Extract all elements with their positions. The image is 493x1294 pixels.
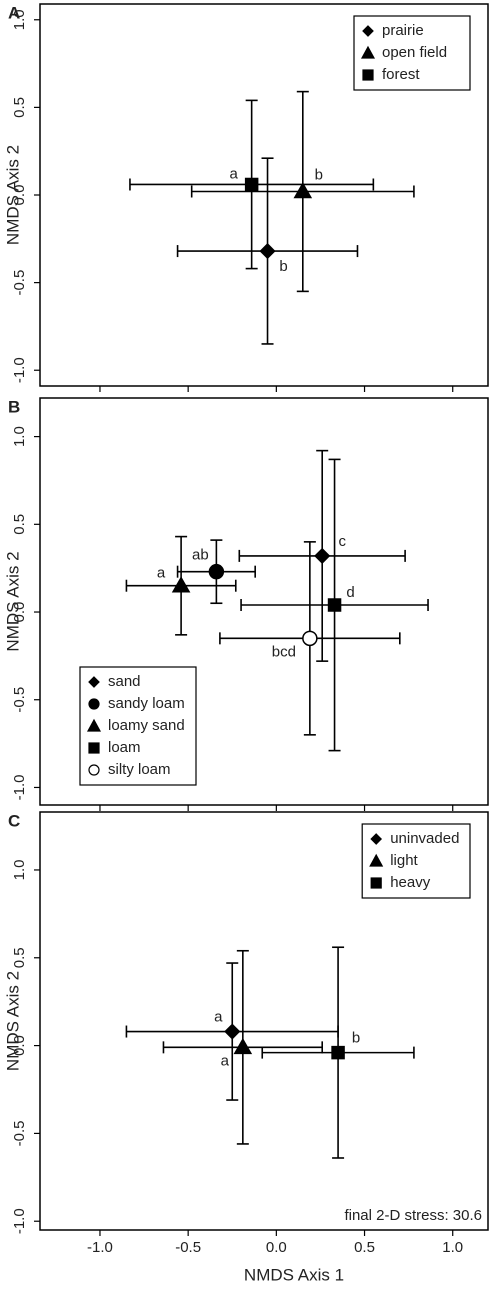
y-axis-label: NMDS Axis 2 xyxy=(3,551,22,651)
legend-label: sand xyxy=(108,673,141,690)
y-axis-label: NMDS Axis 2 xyxy=(3,145,22,245)
y-tick-label: 1.0 xyxy=(11,9,28,30)
legend-symbol xyxy=(360,45,376,59)
legend-label: light xyxy=(390,852,418,869)
point xyxy=(224,1023,241,1040)
x-axis-label: NMDS Axis 1 xyxy=(244,1265,344,1284)
legend-symbol xyxy=(88,676,100,688)
point-label: b xyxy=(315,166,323,183)
point-label: b xyxy=(352,1030,360,1047)
point xyxy=(259,243,276,260)
legend-symbol xyxy=(86,718,102,732)
y-tick-label: -0.5 xyxy=(11,687,28,713)
legend-label: prairie xyxy=(382,22,424,39)
y-tick-label: 1.0 xyxy=(11,860,28,881)
point-label: a xyxy=(221,1052,230,1069)
point-label: c xyxy=(338,533,346,550)
legend-label: loamy sand xyxy=(108,717,185,734)
legend-label: heavy xyxy=(390,874,431,891)
point-label: a xyxy=(157,565,166,582)
x-tick-label: 0.0 xyxy=(266,1239,287,1256)
legend-label: loam xyxy=(108,739,141,756)
legend-symbol xyxy=(369,853,384,867)
point xyxy=(314,547,331,564)
y-tick-label: -1.0 xyxy=(11,357,28,383)
point xyxy=(327,598,342,612)
y-axis-label: NMDS Axis 2 xyxy=(3,971,22,1071)
y-tick-label: 1.0 xyxy=(11,426,28,447)
y-tick-label: 0.5 xyxy=(11,514,28,535)
legend-label: open field xyxy=(382,44,447,61)
point xyxy=(293,181,313,199)
point xyxy=(244,177,259,192)
point xyxy=(331,1045,345,1060)
legend-symbol xyxy=(370,877,382,889)
legend-symbol xyxy=(362,69,374,81)
legend-label: uninvaded xyxy=(390,830,459,847)
point xyxy=(302,630,318,647)
legend-symbol xyxy=(362,25,374,37)
y-tick-label: 0.0 xyxy=(11,1035,28,1056)
panel-label: C xyxy=(8,811,20,830)
legend-symbol xyxy=(88,698,100,710)
legend-symbol xyxy=(88,764,100,776)
point-label: d xyxy=(346,584,354,601)
x-tick-label: 1.0 xyxy=(442,1239,463,1256)
point xyxy=(233,1037,253,1055)
legend-label: forest xyxy=(382,66,420,83)
y-tick-label: 0.0 xyxy=(11,185,28,206)
x-tick-label: -0.5 xyxy=(175,1239,201,1256)
y-tick-label: 0.5 xyxy=(11,97,28,118)
plot-frame xyxy=(39,811,489,1231)
point-label: b xyxy=(279,258,287,275)
point-label: a xyxy=(214,1009,223,1026)
panel-label: B xyxy=(8,397,20,416)
point xyxy=(208,563,225,580)
legend-symbol xyxy=(88,742,100,754)
y-tick-label: -0.5 xyxy=(11,270,28,296)
panel-label: A xyxy=(8,3,20,22)
point-label: a xyxy=(229,165,238,182)
y-tick-label: -1.0 xyxy=(11,775,28,801)
y-tick-label: -1.0 xyxy=(11,1208,28,1234)
legend-label: silty loam xyxy=(108,761,171,778)
point-label: bcd xyxy=(272,643,296,660)
x-tick-label: 0.5 xyxy=(354,1239,375,1256)
point xyxy=(171,576,191,593)
y-tick-label: 0.5 xyxy=(11,947,28,968)
point-label: ab xyxy=(192,547,209,564)
plot-frame xyxy=(39,397,489,806)
legend-label: sandy loam xyxy=(108,695,185,712)
x-tick-label: -1.0 xyxy=(87,1239,113,1256)
y-tick-label: -0.5 xyxy=(11,1120,28,1146)
y-tick-label: 0.0 xyxy=(11,602,28,623)
legend-symbol xyxy=(370,833,383,845)
annotation: final 2-D stress: 30.6 xyxy=(344,1207,482,1224)
legend-box xyxy=(79,666,197,786)
